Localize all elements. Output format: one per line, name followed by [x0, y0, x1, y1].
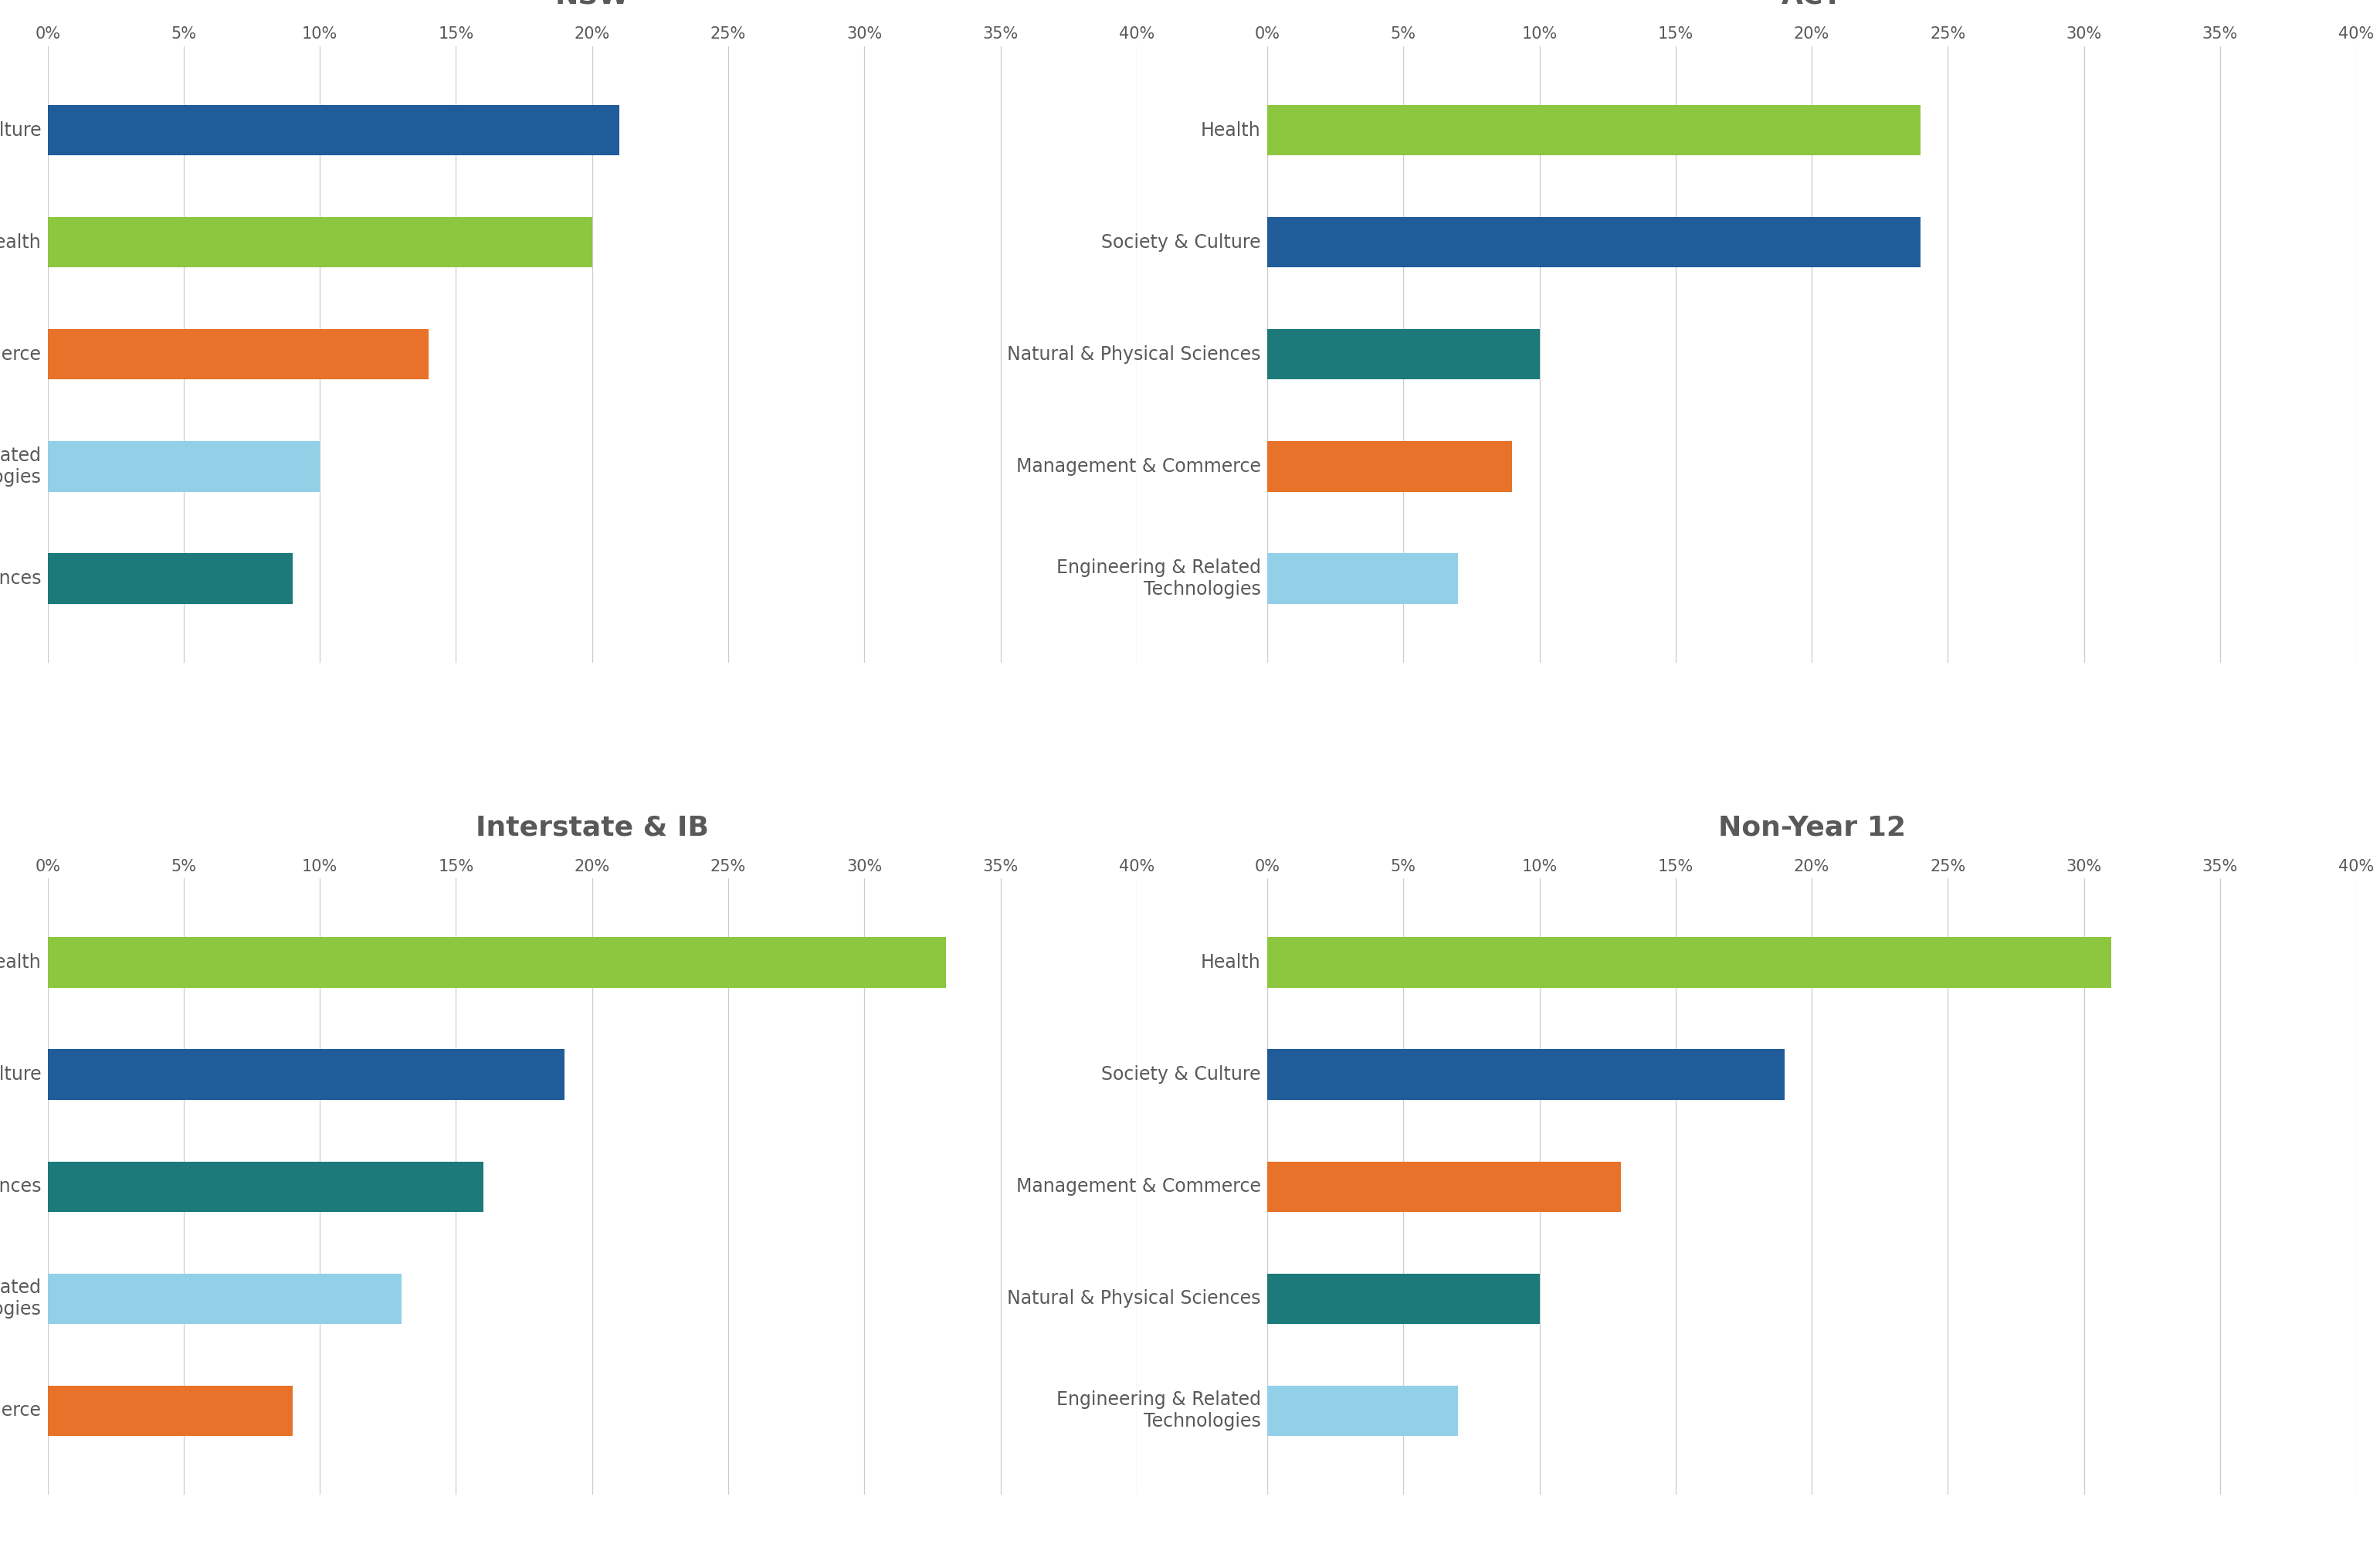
Bar: [1266, 1385, 1459, 1436]
Bar: [48, 553, 293, 604]
Bar: [48, 441, 319, 492]
Bar: [1266, 1049, 1785, 1100]
Bar: [1266, 441, 1511, 492]
Bar: [1266, 553, 1459, 604]
Bar: [1266, 937, 2111, 988]
Title: NSW: NSW: [555, 0, 628, 9]
Bar: [1266, 1162, 1621, 1211]
Title: Interstate & IB: Interstate & IB: [476, 815, 709, 841]
Bar: [48, 105, 619, 156]
Bar: [48, 1049, 564, 1100]
Bar: [48, 1162, 483, 1211]
Bar: [48, 217, 593, 268]
Bar: [1266, 1273, 1540, 1324]
Bar: [1266, 217, 1921, 268]
Bar: [1266, 105, 1921, 156]
Bar: [48, 1385, 293, 1436]
Title: Non-Year 12: Non-Year 12: [1718, 815, 1906, 841]
Bar: [1266, 330, 1540, 379]
Title: ACT: ACT: [1780, 0, 1842, 9]
Bar: [48, 1273, 402, 1324]
Bar: [48, 330, 428, 379]
Bar: [48, 937, 945, 988]
